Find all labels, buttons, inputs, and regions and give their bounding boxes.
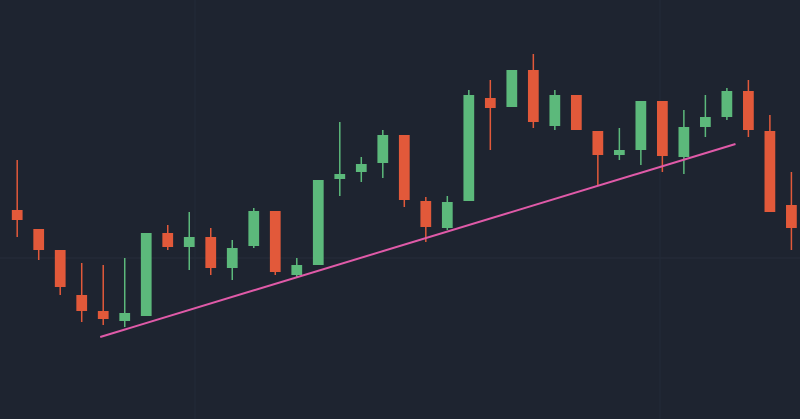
candle-body <box>398 135 410 200</box>
candle-body <box>291 265 303 275</box>
candle-body <box>721 91 733 117</box>
candle-body <box>549 95 561 126</box>
candle-body <box>570 95 582 130</box>
candle-body <box>420 201 432 227</box>
trendline <box>99 143 736 338</box>
candle-body <box>377 135 389 163</box>
candle-body <box>527 70 539 122</box>
candle-body <box>226 248 238 268</box>
candle-body <box>248 211 260 246</box>
candle-body <box>97 311 109 319</box>
candle-body <box>484 98 496 108</box>
candle-body <box>11 210 23 220</box>
candle-body <box>613 150 625 155</box>
candle-body <box>506 70 518 107</box>
candle-body <box>743 91 754 130</box>
candle-body <box>592 131 604 155</box>
candle-body <box>355 164 367 172</box>
candle-body <box>441 202 453 228</box>
candle-body <box>183 237 195 247</box>
candle-body <box>33 229 45 250</box>
candle-body <box>54 250 66 287</box>
candle-body <box>76 295 88 311</box>
candle-body <box>140 233 152 316</box>
candle-body <box>312 180 324 265</box>
candle-body <box>764 131 776 212</box>
candle-body <box>786 205 797 228</box>
candle-body <box>635 101 647 150</box>
candle-body <box>269 211 281 272</box>
candle-body <box>119 313 131 321</box>
candle-body <box>205 237 217 268</box>
candle-body <box>656 101 668 156</box>
candle-body <box>334 174 346 179</box>
candle-body <box>700 117 711 127</box>
candle-body <box>463 95 475 201</box>
candle-body <box>678 127 690 157</box>
candle-body <box>162 233 174 247</box>
